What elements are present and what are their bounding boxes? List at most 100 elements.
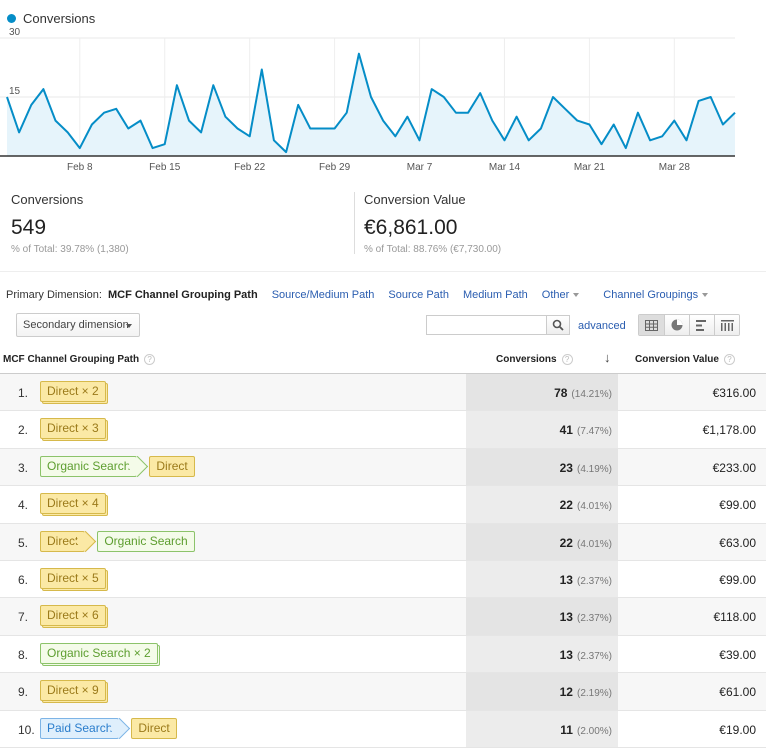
conversion-value-cell: €99.00: [719, 572, 756, 587]
channel-tag-organic: Organic Search: [40, 455, 138, 477]
legend-label: Conversions: [23, 11, 96, 26]
conversion-value-cell: €61.00: [719, 685, 756, 700]
conversions-cell: 13 (2.37%): [560, 573, 612, 587]
table-row[interactable]: 4. Direct × 4 22 (4.01%) €99.00: [0, 486, 766, 524]
channel-path: Organic Search × 2: [40, 642, 158, 664]
conversions-value: 41: [559, 423, 573, 438]
dimension-link-medium-path[interactable]: Medium Path: [462, 289, 528, 301]
help-icon[interactable]: ?: [144, 354, 156, 365]
view-switcher: [638, 314, 740, 336]
metric-conversions-title: Conversions: [11, 192, 84, 207]
table-row[interactable]: 9. Direct × 9 12 (2.19%) €61.00: [0, 673, 766, 711]
metric-conversion-value[interactable]: Conversion Value €6,861.00 % of Total: 8…: [364, 192, 501, 255]
channel-tag-direct: Direct × 9: [40, 680, 106, 702]
row-number: 4.: [18, 498, 29, 513]
conversions-percent: (2.37%): [576, 650, 612, 662]
table-grid-icon: [645, 319, 658, 331]
channel-groupings-dropdown[interactable]: Channel Groupings: [603, 289, 709, 301]
sorted-column-highlight: [466, 374, 618, 411]
dimension-link-source-path[interactable]: Source Path: [388, 289, 449, 301]
chevron-down-icon: [573, 293, 580, 298]
chart-legend[interactable]: Conversions: [7, 11, 95, 26]
table-row[interactable]: 6. Direct × 5 13 (2.37%) €99.00: [0, 560, 766, 599]
header-path[interactable]: MCF Channel Grouping Path ?: [3, 354, 156, 365]
channel-tag-organic: Organic Search: [97, 530, 195, 552]
pie-chart-icon: [671, 319, 683, 331]
search-button[interactable]: [546, 315, 570, 335]
summary-separator: [0, 271, 766, 272]
conversions-cell: 12 (2.19%): [560, 685, 612, 699]
metric-conversion-value-title: Conversion Value: [364, 192, 466, 207]
header-conversion-value[interactable]: Conversion Value ?: [635, 354, 735, 365]
conversions-percent: (2.00%): [576, 725, 612, 737]
series-line-conversions[interactable]: [6, 52, 736, 154]
conversion-value-cell: €316.00: [712, 386, 756, 400]
sorted-column-highlight: [466, 486, 618, 523]
conversions-value: 12: [559, 685, 573, 700]
channel-path: Direct × 2: [40, 381, 106, 402]
help-icon[interactable]: ?: [723, 354, 735, 365]
view-performance-button[interactable]: [689, 315, 714, 335]
header-conversions[interactable]: Conversions ?: [496, 354, 573, 365]
sorted-column-highlight: [466, 560, 618, 598]
table-row[interactable]: 1. Direct × 2 78 (14.21%) €316.00: [0, 374, 766, 412]
sorted-column-highlight: [466, 448, 618, 486]
row-number: 1.: [18, 386, 29, 400]
table-row[interactable]: 2. Direct × 3 41 (7.47%) €1,178.00: [0, 411, 766, 449]
table-header: MCF Channel Grouping Path ? Conversions …: [0, 344, 766, 374]
report-table: MCF Channel Grouping Path ? Conversions …: [0, 344, 766, 748]
conversion-value-cell: €118.00: [713, 610, 757, 625]
x-tick-label: Feb 22: [234, 162, 266, 173]
conversions-value: 13: [559, 572, 573, 587]
table-body: 1. Direct × 2 78 (14.21%) €316.00 2. Direct × …: [0, 374, 766, 748]
view-table-button[interactable]: [639, 315, 664, 335]
view-pivot-button[interactable]: [714, 315, 739, 335]
other-label: Other: [541, 289, 570, 301]
table-row[interactable]: 7. Direct × 6 13 (2.37%) €118.00: [0, 598, 766, 636]
y-tick-label: 30: [9, 28, 21, 38]
dimension-other-dropdown[interactable]: Other: [542, 289, 580, 301]
channel-groupings-label: Channel Groupings: [603, 289, 699, 301]
row-number: 5.: [18, 535, 29, 550]
table-row[interactable]: 10. Paid Search Direct 11 (2.00%) €19.00: [0, 710, 766, 748]
row-number: 7.: [18, 610, 29, 625]
sorted-column-highlight: [466, 411, 618, 448]
secondary-dimension-label: Secondary dimension: [23, 319, 129, 331]
conversions-percent: (4.01%): [576, 538, 612, 550]
metric-conversions-total: % of Total: 39.78% (1,380): [11, 244, 129, 255]
dimension-link-source-medium-path[interactable]: Source/Medium Path: [271, 289, 375, 301]
table-row[interactable]: 8. Organic Search × 2 13 (2.37%) €39.00: [0, 635, 766, 674]
conversions-cell: 22 (4.01%): [560, 536, 612, 550]
channel-tag-direct: Direct × 3: [40, 418, 106, 440]
bar-chart-icon: [696, 319, 706, 331]
x-tick-label: Feb 8: [67, 162, 93, 173]
metric-conversions[interactable]: Conversions 549 % of Total: 39.78% (1,38…: [11, 192, 129, 255]
conversions-cell: 23 (4.19%): [560, 461, 612, 475]
conversions-value: 78: [554, 386, 568, 400]
table-search-input[interactable]: [426, 315, 546, 335]
channel-tag-direct: Direct: [149, 455, 195, 477]
conversion-value-cell: €99.00: [719, 498, 756, 513]
secondary-dimension-dropdown[interactable]: Secondary dimension: [16, 313, 140, 337]
sorted-column-highlight: [466, 673, 618, 710]
conversion-value-cell: €19.00: [719, 722, 756, 737]
advanced-filter-link[interactable]: advanced: [578, 320, 626, 332]
header-conversions-label: Conversions: [496, 354, 557, 365]
series-area-conversions: [7, 53, 735, 157]
table-row[interactable]: 5. Direct Organic Search 22 (4.01%) €63.00: [0, 523, 766, 561]
metric-conversion-value-total: % of Total: 88.76% (€7,730.00): [364, 244, 502, 255]
channel-tag-direct: Direct × 5: [40, 567, 106, 589]
channel-tag-organic: Organic Search × 2: [40, 642, 158, 664]
help-icon[interactable]: ?: [561, 354, 573, 365]
row-number: 2.: [18, 423, 29, 438]
view-pie-button[interactable]: [664, 315, 689, 335]
table-row[interactable]: 3. Organic Search Direct 23 (4.19%) €233.00: [0, 448, 766, 487]
conversions-value: 13: [559, 610, 573, 625]
conversions-line-chart[interactable]: 30 15 Feb 8 Feb 15 Feb 22 Feb 29 Mar 7 Mar 14 Ma…: [0, 28, 766, 178]
legend-color-dot: [7, 14, 16, 23]
conversions-cell: 22 (4.01%): [560, 498, 612, 512]
sort-descending-icon[interactable]: ↓: [604, 350, 611, 365]
x-tick-label: Feb 15: [149, 162, 181, 173]
summary-metrics: Conversions 549 % of Total: 39.78% (1,38…: [0, 186, 766, 272]
table-toolbar: Secondary dimension advanced: [0, 311, 766, 341]
